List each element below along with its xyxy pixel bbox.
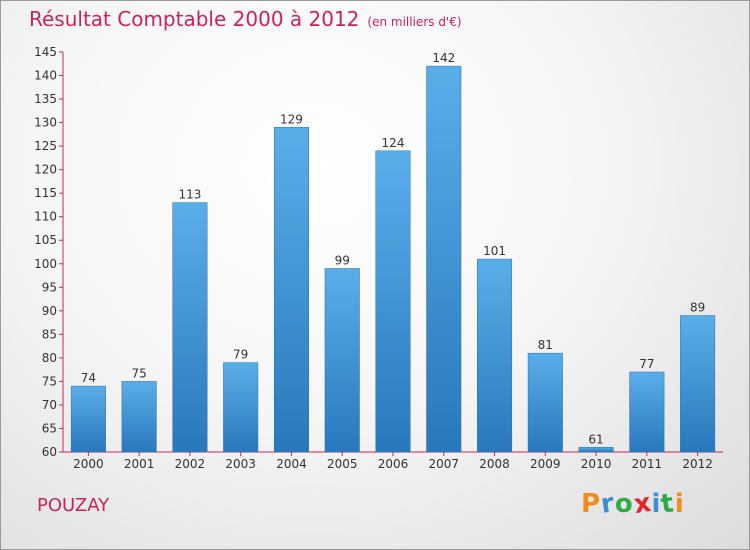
y-tick-label: 85 bbox=[42, 327, 57, 341]
y-tick-label: 130 bbox=[34, 116, 57, 130]
x-tick-label-2009: 2009 bbox=[530, 457, 561, 471]
bar-2010 bbox=[578, 447, 614, 453]
y-tick-label: 75 bbox=[42, 374, 57, 388]
y-tick-label: 135 bbox=[34, 92, 57, 106]
bar-2012 bbox=[680, 315, 716, 453]
chart-subtitle: (en milliers d'€) bbox=[367, 15, 462, 29]
logo-letter: P bbox=[581, 489, 602, 519]
data-label-2009: 81 bbox=[538, 338, 553, 352]
bars bbox=[70, 65, 716, 453]
y-tick-label: 90 bbox=[42, 304, 57, 318]
y-tick-label: 60 bbox=[42, 445, 57, 459]
bar-2002 bbox=[172, 202, 208, 453]
data-label-2003: 79 bbox=[233, 348, 248, 362]
x-tick-label-2001: 2001 bbox=[124, 457, 155, 471]
x-tick-label-2008: 2008 bbox=[479, 457, 510, 471]
y-axis: 60 65 70 75 80 85 90 95 100 105 110 115 120 125 130 135… bbox=[34, 45, 64, 459]
title-text: Résultat Comptable 2000 à 2012 bbox=[29, 7, 360, 31]
x-tick-label-2000: 2000 bbox=[73, 457, 104, 471]
x-tick-label-2005: 2005 bbox=[327, 457, 358, 471]
y-tick-label: 65 bbox=[42, 421, 57, 435]
data-label-2004: 129 bbox=[280, 112, 303, 126]
y-tick-label: 100 bbox=[34, 257, 57, 271]
data-label-2001: 75 bbox=[132, 366, 147, 380]
x-tick-label-2007: 2007 bbox=[428, 457, 459, 471]
data-label-2011: 77 bbox=[639, 357, 654, 371]
x-tick-label-2010: 2010 bbox=[581, 457, 612, 471]
logo-letter: o bbox=[614, 489, 634, 519]
x-axis: 2000 2001 2002 2003 2004 2005 2006 2007 2008 2009… bbox=[63, 451, 723, 471]
data-label-2005: 99 bbox=[335, 253, 350, 267]
bar-2003 bbox=[223, 362, 259, 453]
bar-2001 bbox=[121, 381, 157, 453]
bar-2005 bbox=[324, 268, 360, 453]
data-labels: 74 75 113 79 129 99 124 142 101 81 61 77 89 bbox=[81, 51, 706, 446]
bar-2004 bbox=[273, 127, 309, 453]
x-tick-label-2011: 2011 bbox=[632, 457, 663, 471]
place-name: POUZAY bbox=[37, 495, 110, 516]
y-tick-label: 140 bbox=[34, 69, 57, 83]
data-label-2010: 61 bbox=[588, 432, 603, 446]
data-label-2008: 101 bbox=[483, 244, 506, 258]
y-tick-label: 80 bbox=[42, 351, 57, 365]
y-tick-label: 120 bbox=[34, 163, 57, 177]
y-tick-label: 125 bbox=[34, 139, 57, 153]
logo-letter: i bbox=[651, 489, 662, 519]
data-label-2012: 89 bbox=[690, 301, 705, 315]
bar-2007 bbox=[426, 65, 462, 453]
data-label-2000: 74 bbox=[81, 371, 96, 385]
y-tick-label: 105 bbox=[34, 233, 57, 247]
y-tick-label: 110 bbox=[34, 210, 57, 224]
x-tick-label-2004: 2004 bbox=[276, 457, 307, 471]
bar-2008 bbox=[477, 258, 513, 453]
x-tick-label-2003: 2003 bbox=[225, 457, 256, 471]
proxiti-logo[interactable]: Proxiti bbox=[581, 487, 685, 521]
logo-letter: x bbox=[631, 487, 654, 521]
chart-title: Résultat Comptable 2000 à 2012 (en millie… bbox=[29, 7, 462, 31]
x-tick-label-2006: 2006 bbox=[378, 457, 409, 471]
bar-2000 bbox=[70, 385, 106, 453]
data-label-2002: 113 bbox=[178, 188, 201, 202]
y-tick-label: 145 bbox=[34, 45, 57, 59]
y-tick-label: 70 bbox=[42, 398, 57, 412]
bar-2009 bbox=[527, 352, 563, 453]
x-tick-label-2002: 2002 bbox=[175, 457, 206, 471]
x-tick-label-2012: 2012 bbox=[682, 457, 713, 471]
y-tick-label: 95 bbox=[42, 280, 57, 294]
logo-letter: i bbox=[674, 489, 685, 519]
bar-2006 bbox=[375, 150, 411, 453]
bar-2011 bbox=[629, 371, 665, 453]
data-label-2006: 124 bbox=[382, 136, 405, 150]
data-label-2007: 142 bbox=[432, 51, 455, 65]
y-tick-label: 115 bbox=[34, 186, 57, 200]
